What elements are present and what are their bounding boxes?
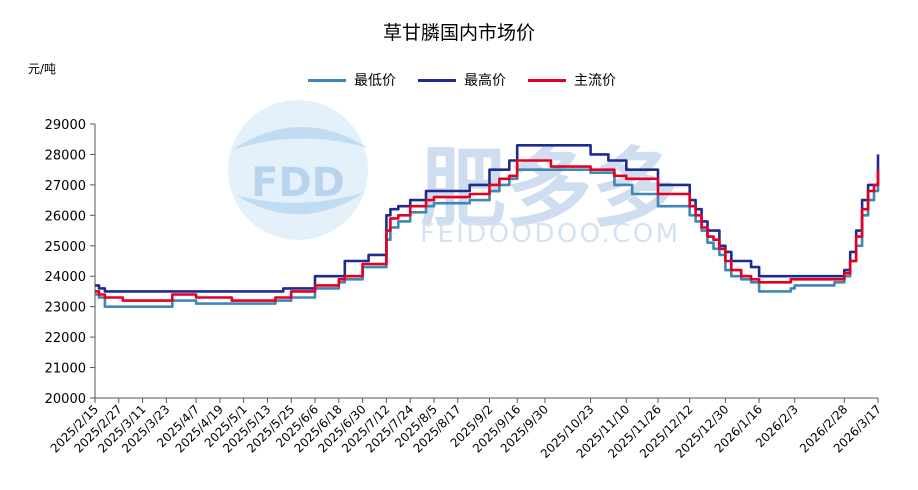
legend-label-min: 最低价 [354,73,396,89]
y-axis-unit-label: 元/吨 [28,62,57,76]
y-tick-label: 29000 [45,118,86,133]
chart-title: 草甘膦国内市场价 [382,22,535,44]
y-tick-label: 27000 [45,179,86,194]
series-lines [95,144,880,308]
legend-swatch-main [528,78,566,82]
legend-item-main: 主流价 [528,70,616,90]
watermark-url-text: FEIDOODOO.COM [420,219,678,249]
series-line-min [95,168,880,308]
y-tick-label: 23000 [45,301,86,316]
legend-label-max: 最高价 [464,73,506,89]
legend-item-min: 最低价 [308,70,396,90]
series-line-main [95,159,880,302]
y-tick-label: 28000 [45,148,86,163]
legend-swatch-min [308,78,346,82]
y-tick-label: 26000 [45,209,86,224]
legend-item-max: 最高价 [418,70,506,90]
y-tick-label: 24000 [45,270,86,285]
y-tick-label: 22000 [45,331,86,346]
watermark-brand-text: 肥多多 [420,139,678,239]
y-tick-label: 21000 [45,362,86,377]
legend-swatch-max [418,78,456,82]
y-tick-label: 25000 [45,240,86,255]
watermark-logo-text: FDD [251,160,345,206]
y-tick-label: 20000 [45,392,86,407]
watermark-logo: FDD 肥多多 FEIDOODOO.COM [228,100,678,249]
legend: 最低价 最高价 主流价 [308,70,616,90]
legend-label-main: 主流价 [574,73,616,89]
series-line-max [95,144,880,293]
